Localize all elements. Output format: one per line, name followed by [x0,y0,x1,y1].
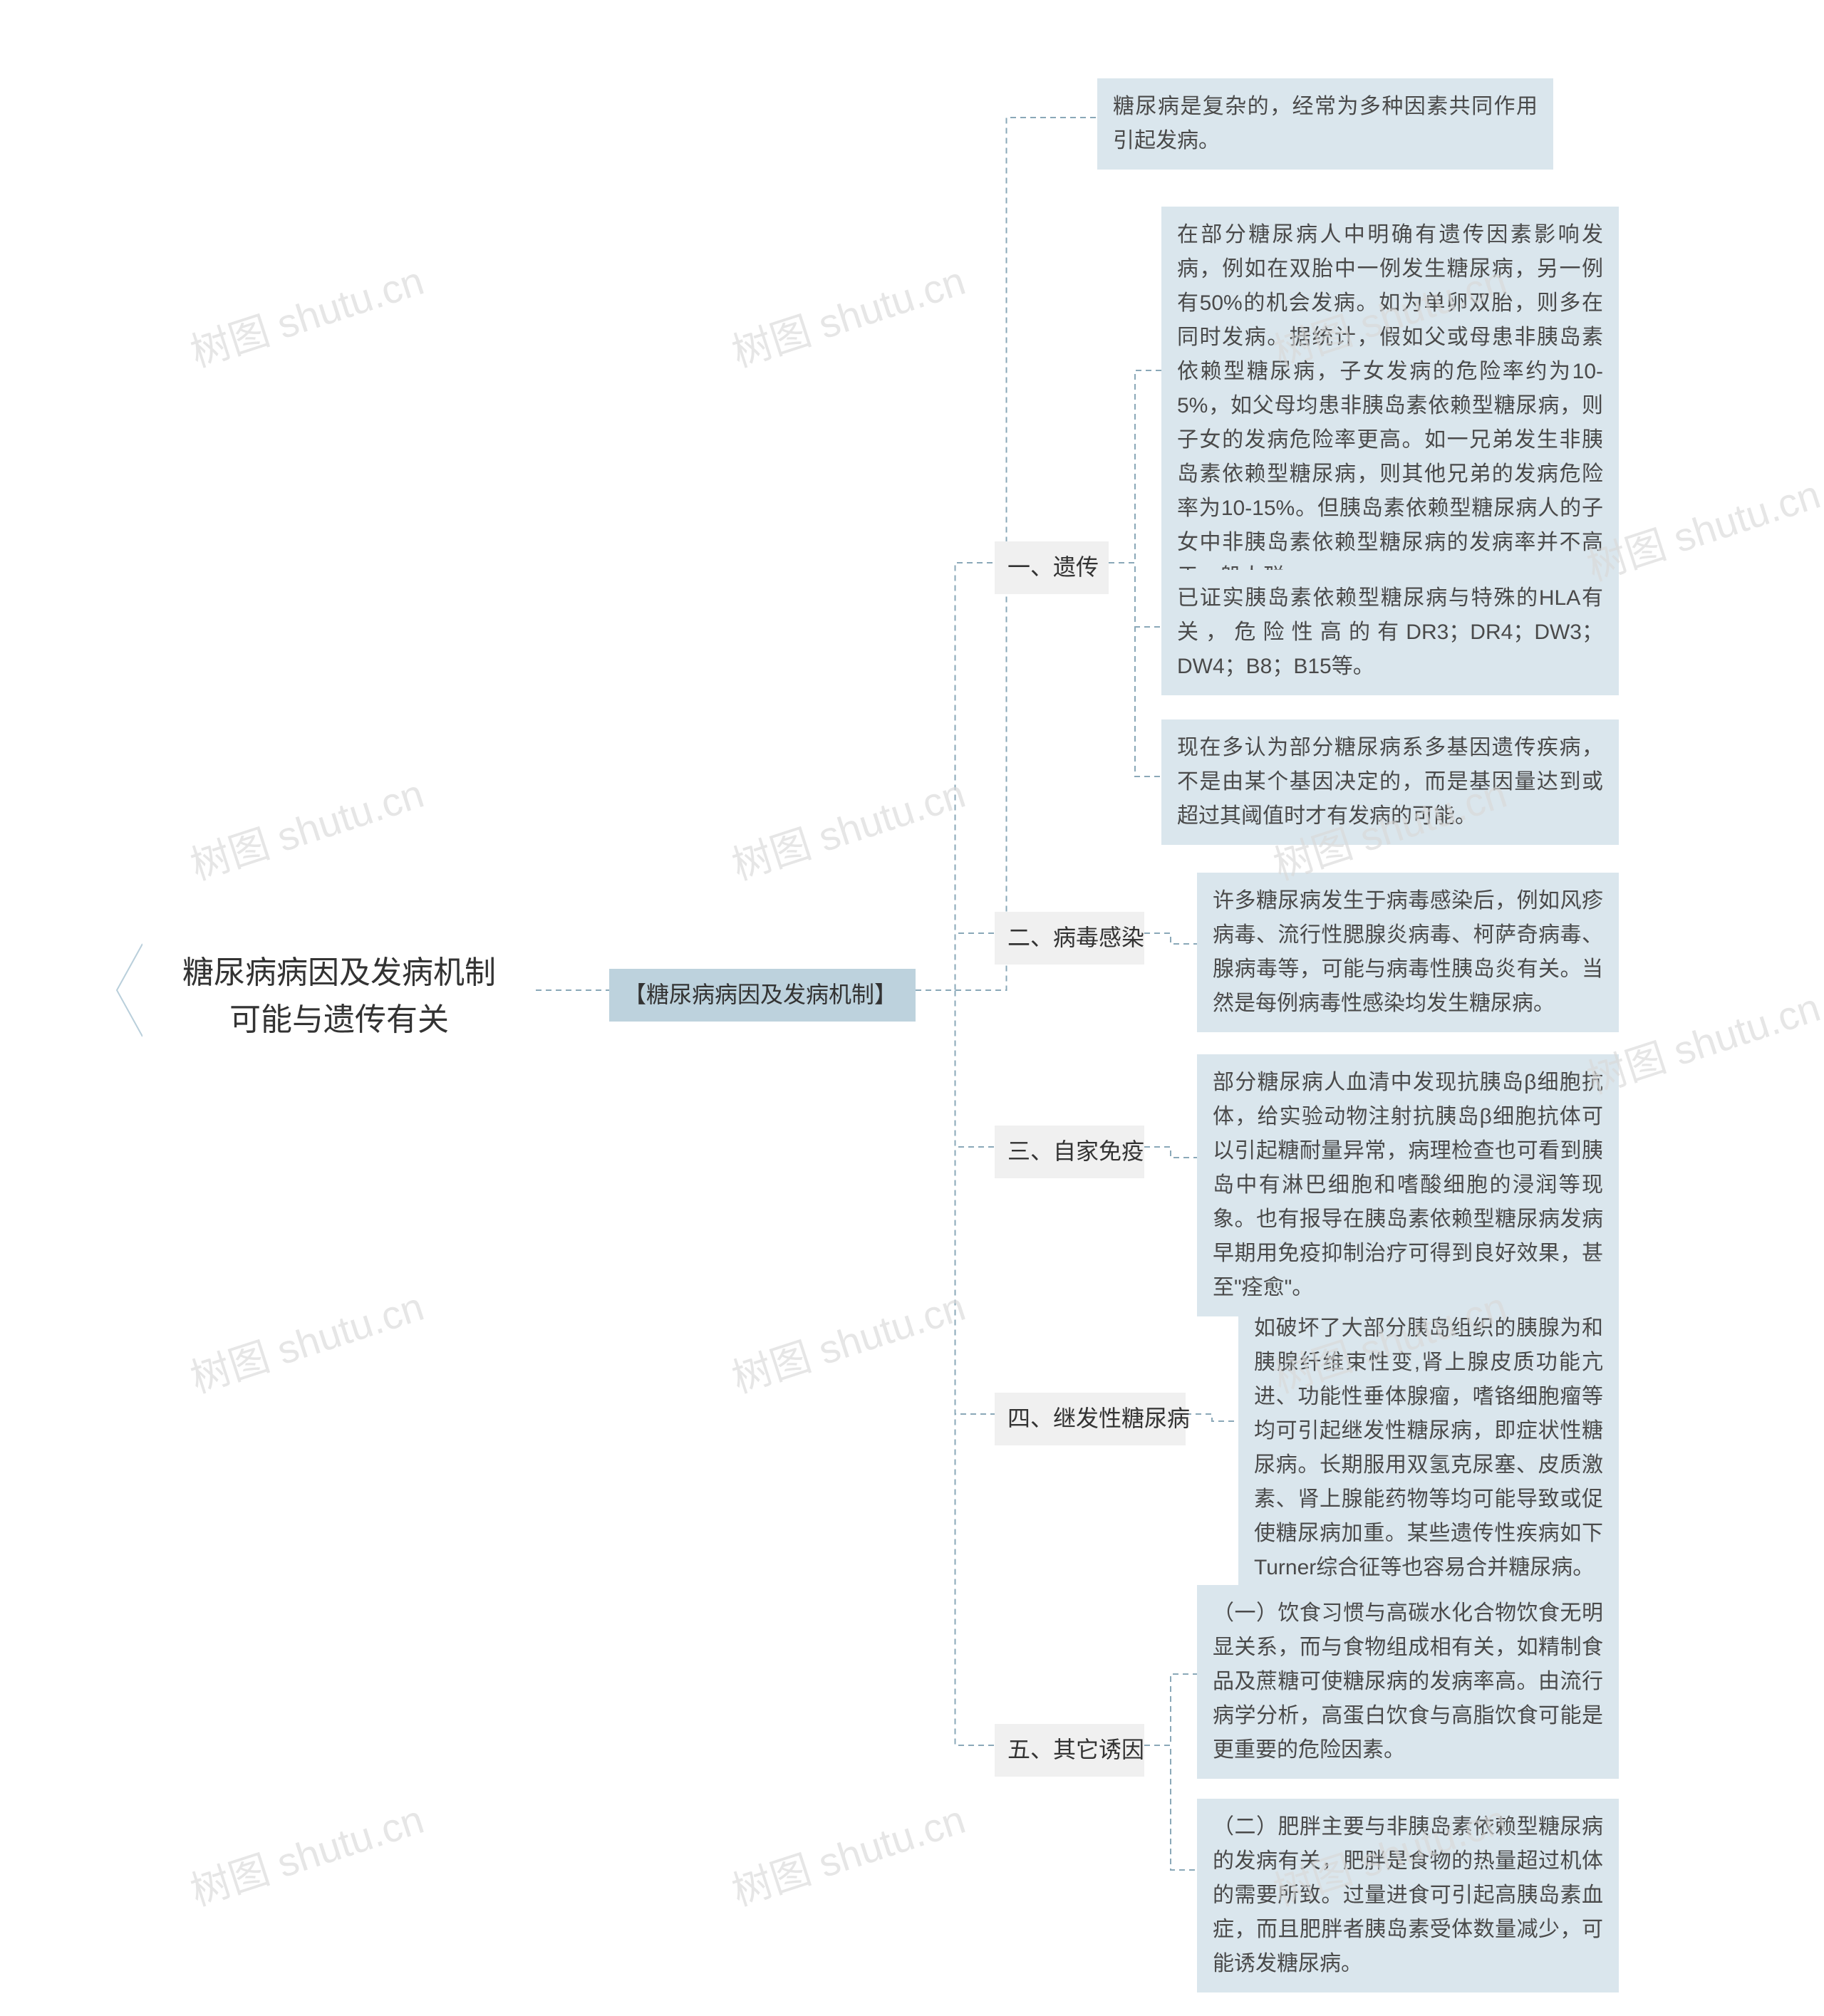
leaf-heredity-3: 现在多认为部分糖尿病系多基因遗传疾病，不是由某个基因决定的，而是基因量达到或超过… [1161,719,1619,845]
leaf-autoimmune-1-text: 部分糖尿病人血清中发现抗胰岛β细胞抗体，给实验动物注射抗胰岛β细胞抗体可以引起糖… [1213,1071,1603,1299]
branch-heredity: 一、遗传 [995,541,1109,594]
branch-autoimmune-label: 三、自家免疫 [1007,1138,1144,1164]
leaf-intro-text: 糖尿病是复杂的，经常为多种因素共同作用引起发病。 [1113,95,1538,152]
level1-text: 【糖尿病病因及发病机制】 [623,982,897,1007]
branch-virus-label: 二、病毒感染 [1007,925,1144,950]
watermark: 树图 shutu.cn [182,1788,430,1918]
watermark: 树图 shutu.cn [182,1275,430,1405]
leaf-autoimmune-1: 部分糖尿病人血清中发现抗胰岛β细胞抗体，给实验动物注射抗胰岛β细胞抗体可以引起糖… [1197,1054,1619,1316]
leaf-other-1-text: （一）饮食习惯与高碳水化合物饮食无明显关系，而与食物组成相有关，如精制食品及蔗糖… [1213,1601,1603,1762]
branch-other-label: 五、其它诱因 [1007,1737,1144,1762]
branch-autoimmune: 三、自家免疫 [995,1126,1144,1178]
leaf-heredity-1: 在部分糖尿病人中明确有遗传因素影响发病，例如在双胎中一例发生糖尿病，另一例有50… [1161,207,1619,606]
watermark: 树图 shutu.cn [724,762,972,892]
leaf-other-2: （二）肥胖主要与非胰岛素依赖型糖尿病的发病有关，肥胖是食物的热量超过机体的需要所… [1197,1799,1619,1992]
leaf-heredity-2: 已证实胰岛素依赖型糖尿病与特殊的HLA有关，危险性高的有DR3；DR4；DW3；… [1161,570,1619,695]
leaf-virus-1: 许多糖尿病发生于病毒感染后，例如风疹病毒、流行性腮腺炎病毒、柯萨奇病毒、腺病毒等… [1197,873,1619,1032]
branch-heredity-label: 一、遗传 [1007,554,1099,580]
watermark: 树图 shutu.cn [724,249,972,379]
watermark: 树图 shutu.cn [724,1788,972,1918]
branch-secondary: 四、继发性糖尿病 [995,1393,1186,1445]
watermark: 树图 shutu.cn [724,1275,972,1405]
branch-virus: 二、病毒感染 [995,912,1144,965]
branch-other: 五、其它诱因 [995,1724,1144,1777]
leaf-heredity-3-text: 现在多认为部分糖尿病系多基因遗传疾病，不是由某个基因决定的，而是基因量达到或超过… [1177,736,1603,828]
leaf-intro: 糖尿病是复杂的，经常为多种因素共同作用引起发病。 [1097,78,1553,170]
watermark: 树图 shutu.cn [182,249,430,379]
mindmap-canvas: 糖尿病病因及发病机制可能与遗传有关 【糖尿病病因及发病机制】 糖尿病是复杂的，经… [0,0,1824,2016]
branch-secondary-label: 四、继发性糖尿病 [1007,1406,1190,1431]
watermark: 树图 shutu.cn [182,762,430,892]
level1-node: 【糖尿病病因及发病机制】 [609,969,916,1022]
leaf-secondary-1-text: 如破坏了大部分胰岛组织的胰腺为和胰腺纤维束性变,肾上腺皮质功能亢进、功能性垂体腺… [1254,1316,1603,1579]
leaf-secondary-1: 如破坏了大部分胰岛组织的胰腺为和胰腺纤维束性变,肾上腺皮质功能亢进、功能性垂体腺… [1238,1300,1619,1596]
leaf-other-2-text: （二）肥胖主要与非胰岛素依赖型糖尿病的发病有关，肥胖是食物的热量超过机体的需要所… [1213,1815,1603,1975]
root-text: 糖尿病病因及发病机制可能与遗传有关 [182,955,496,1037]
leaf-heredity-1-text: 在部分糖尿病人中明确有遗传因素影响发病，例如在双胎中一例发生糖尿病，另一例有50… [1177,223,1603,588]
leaf-other-1: （一）饮食习惯与高碳水化合物饮食无明显关系，而与食物组成相有关，如精制食品及蔗糖… [1197,1585,1619,1779]
leaf-heredity-2-text: 已证实胰岛素依赖型糖尿病与特殊的HLA有关，危险性高的有DR3；DR4；DW3；… [1177,586,1603,678]
leaf-virus-1-text: 许多糖尿病发生于病毒感染后，例如风疹病毒、流行性腮腺炎病毒、柯萨奇病毒、腺病毒等… [1213,889,1603,1015]
root-node: 糖尿病病因及发病机制可能与遗传有关 [142,937,536,1056]
